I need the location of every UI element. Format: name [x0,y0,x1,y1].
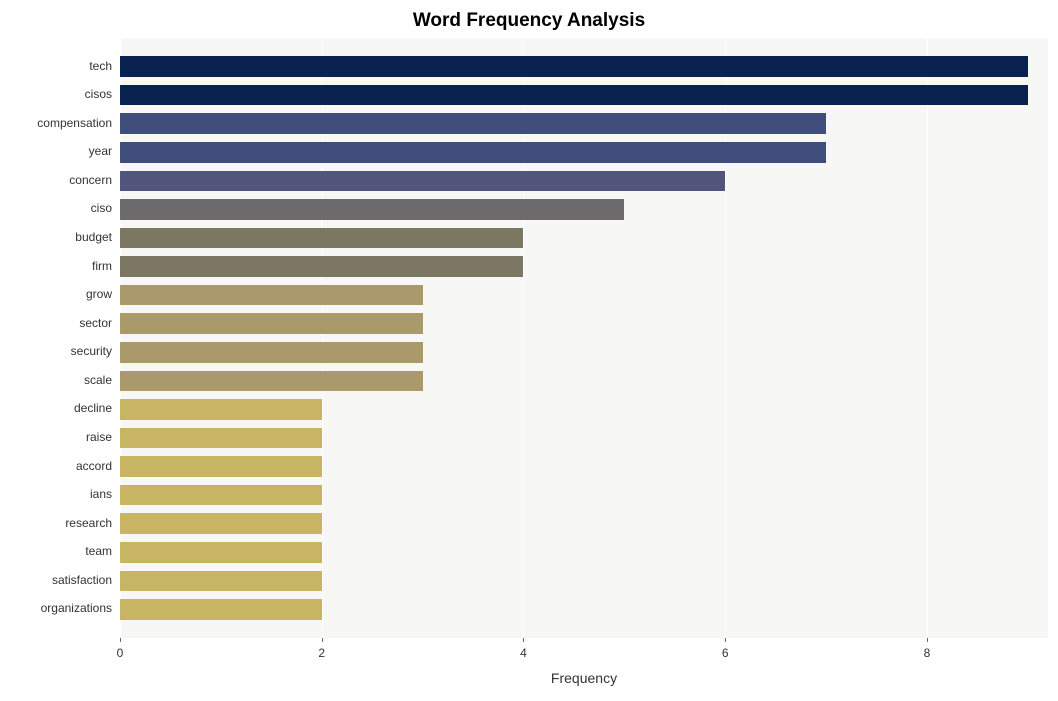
bar [120,199,624,220]
x-axis-title: Frequency [120,670,1048,686]
x-tick-mark [322,638,323,642]
word-frequency-chart: Word Frequency Analysis Frequency 0 2 4 6 8 t… [0,0,1058,701]
y-tick-label: team [0,544,112,558]
x-tick-label: 0 [117,646,124,660]
bar [120,485,322,506]
bar [120,428,322,449]
y-tick-label: sector [0,316,112,330]
bar [120,399,322,420]
bar [120,285,423,306]
y-tick-label: compensation [0,116,112,130]
y-tick-label: accord [0,459,112,473]
y-tick-label: satisfaction [0,573,112,587]
x-tick-label: 4 [520,646,527,660]
bar [120,456,322,477]
bar [120,313,423,334]
y-tick-label: grow [0,287,112,301]
x-tick-mark [927,638,928,642]
bar [120,571,322,592]
y-tick-label: cisos [0,87,112,101]
bar [120,342,423,363]
bar [120,542,322,563]
y-tick-label: firm [0,259,112,273]
y-tick-label: scale [0,373,112,387]
bar [120,513,322,534]
bar [120,85,1028,106]
bar [120,256,523,277]
bar [120,142,826,163]
plot-area [120,38,1048,638]
bar [120,228,523,249]
y-tick-label: organizations [0,601,112,615]
x-tick-label: 8 [924,646,931,660]
y-tick-label: security [0,344,112,358]
x-tick-label: 2 [318,646,325,660]
grid-line [927,38,928,638]
y-tick-label: decline [0,401,112,415]
x-tick-mark [725,638,726,642]
y-tick-label: ians [0,487,112,501]
x-tick-mark [120,638,121,642]
bar [120,171,725,192]
bar [120,371,423,392]
y-tick-label: ciso [0,201,112,215]
y-tick-label: raise [0,430,112,444]
chart-title: Word Frequency Analysis [0,10,1058,32]
bar [120,599,322,620]
y-tick-label: budget [0,230,112,244]
x-tick-mark [523,638,524,642]
bar [120,113,826,134]
y-tick-label: tech [0,59,112,73]
y-tick-label: concern [0,173,112,187]
y-tick-label: research [0,516,112,530]
y-tick-label: year [0,144,112,158]
bar [120,56,1028,77]
x-tick-label: 6 [722,646,729,660]
